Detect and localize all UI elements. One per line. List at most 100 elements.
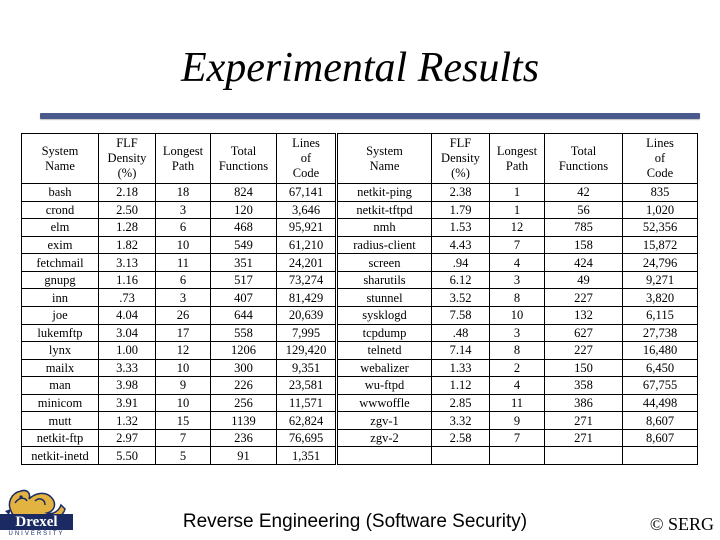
table-cell: 26 — [155, 305, 211, 325]
table-cell: 11,571 — [276, 393, 337, 413]
column-header-line: of — [654, 151, 666, 165]
table-cell: 3,820 — [622, 288, 698, 307]
table-row: crond 2.50 3 120 3,646 netkit-tftpd 1.79 1 56 1,0… — [21, 200, 698, 220]
table-cell: lynx — [21, 341, 99, 360]
table-cell: 3.13 — [98, 253, 156, 272]
table-cell: zgv-1 — [335, 411, 432, 430]
table-cell: 7.14 — [431, 341, 490, 360]
table-cell: 351 — [210, 253, 277, 272]
column-header-line: FLF — [116, 136, 138, 150]
table-cell: bash — [21, 183, 99, 202]
table-cell: 52,356 — [622, 218, 698, 237]
table-cell: 76,695 — [276, 428, 337, 448]
table-cell: 1,020 — [622, 200, 698, 220]
table-cell: 12 — [489, 218, 545, 237]
table-cell: 2.58 — [431, 428, 490, 448]
table-cell: 271 — [544, 428, 623, 448]
table-cell — [489, 446, 545, 465]
column-header: System Name — [335, 133, 432, 184]
table-cell: 5 — [155, 446, 211, 465]
table-cell: 558 — [210, 323, 277, 343]
table-cell: 10 — [155, 358, 211, 378]
logo-subtitle: UNIVERSITY — [8, 531, 65, 537]
table-cell: 2 — [489, 358, 545, 378]
column-header-line: (%) — [117, 166, 137, 180]
table-cell: screen — [335, 253, 432, 272]
table-cell: nmh — [335, 218, 432, 237]
column-header-line: Longest — [162, 143, 204, 158]
table-cell: 10 — [155, 393, 211, 413]
table-cell — [431, 446, 490, 465]
table-cell: 6 — [155, 270, 211, 290]
table-cell: 236 — [210, 428, 277, 448]
table-row: mutt 1.32 15 1139 62,824 zgv-1 3.32 9 271 8,607 — [21, 411, 698, 430]
table-cell: 256 — [210, 393, 277, 413]
table-cell: 67,141 — [276, 183, 337, 202]
copyright-notice: © SERG — [649, 514, 714, 534]
table-cell: 2.38 — [431, 183, 490, 202]
table-cell: 42 — [544, 183, 623, 202]
table-cell: 468 — [210, 218, 277, 237]
table-cell: 132 — [544, 305, 623, 325]
table-cell: 5.50 — [98, 446, 156, 465]
table-cell: 3.04 — [98, 323, 156, 343]
table-cell: 3.91 — [98, 393, 156, 413]
table-cell: 62,824 — [276, 411, 337, 430]
table-cell: .73 — [98, 288, 156, 307]
column-header: System Name — [21, 133, 99, 184]
table-cell: 271 — [544, 411, 623, 430]
table-row: netkit-inetd 5.50 5 91 1,351 — [21, 446, 698, 465]
table-cell: 61,210 — [276, 235, 337, 255]
table-cell: 17 — [155, 323, 211, 343]
table-cell: 6 — [155, 218, 211, 237]
table-cell: webalizer — [335, 358, 432, 378]
table-cell: 8,607 — [622, 411, 698, 430]
table-cell: 120 — [210, 200, 277, 220]
table-cell: 1139 — [210, 411, 277, 430]
table-cell: 23,581 — [276, 376, 337, 395]
table-cell: 1.53 — [431, 218, 490, 237]
table-cell: 7,995 — [276, 323, 337, 343]
table-cell: 358 — [544, 376, 623, 395]
column-header-line: Total — [230, 143, 257, 158]
table-cell: 2.85 — [431, 393, 490, 413]
table-cell: 3 — [155, 288, 211, 307]
table-cell: mailx — [21, 358, 99, 378]
table-cell: 56 — [544, 200, 623, 220]
table-cell: .48 — [431, 323, 490, 343]
table-row: bash 2.18 18 824 67,141 netkit-ping 2.38 1 42 835 — [21, 183, 698, 202]
table-cell: 1.00 — [98, 341, 156, 360]
table-cell: fetchmail — [21, 253, 99, 272]
table-cell: 226 — [210, 376, 277, 395]
table-cell: 15 — [155, 411, 211, 430]
table-cell: 2.50 — [98, 200, 156, 220]
table-cell: 9 — [155, 376, 211, 395]
table-cell: 24,201 — [276, 253, 337, 272]
table-cell: gnupg — [21, 270, 99, 290]
table-cell: 9 — [489, 411, 545, 430]
table-cell: 407 — [210, 288, 277, 307]
table-cell: 824 — [210, 183, 277, 202]
table-cell: netkit-inetd — [21, 446, 99, 465]
table-cell: 20,639 — [276, 305, 337, 325]
table-cell: 4.43 — [431, 235, 490, 255]
table-cell: minicom — [21, 393, 99, 413]
column-header-line: Density — [107, 151, 147, 165]
column-header: Total Functions — [544, 133, 623, 184]
column-header-line: Path — [171, 158, 195, 173]
table-cell: 18 — [155, 183, 211, 202]
table-cell: netkit-tftpd — [335, 200, 432, 220]
table-cell: radius-client — [335, 235, 432, 255]
table-cell: netkit-ftp — [21, 428, 99, 448]
table-row: lynx 1.00 12 1206 129,420 telnetd 7.14 8 227 16,4… — [21, 341, 698, 360]
table-cell: 300 — [210, 358, 277, 378]
slide-footer: Reverse Engineering (Software Security) — [182, 511, 528, 532]
table-cell: tcpdump — [335, 323, 432, 343]
table-cell: exim — [21, 235, 99, 255]
table-cell: 10 — [155, 235, 211, 255]
column-header-line: System — [41, 143, 79, 158]
table-cell: 1.28 — [98, 218, 156, 237]
column-header-line: Path — [505, 158, 529, 173]
table-cell: 4 — [489, 376, 545, 395]
table-row: fetchmail 3.13 11 351 24,201 screen .94 4 424 24,… — [21, 253, 698, 272]
